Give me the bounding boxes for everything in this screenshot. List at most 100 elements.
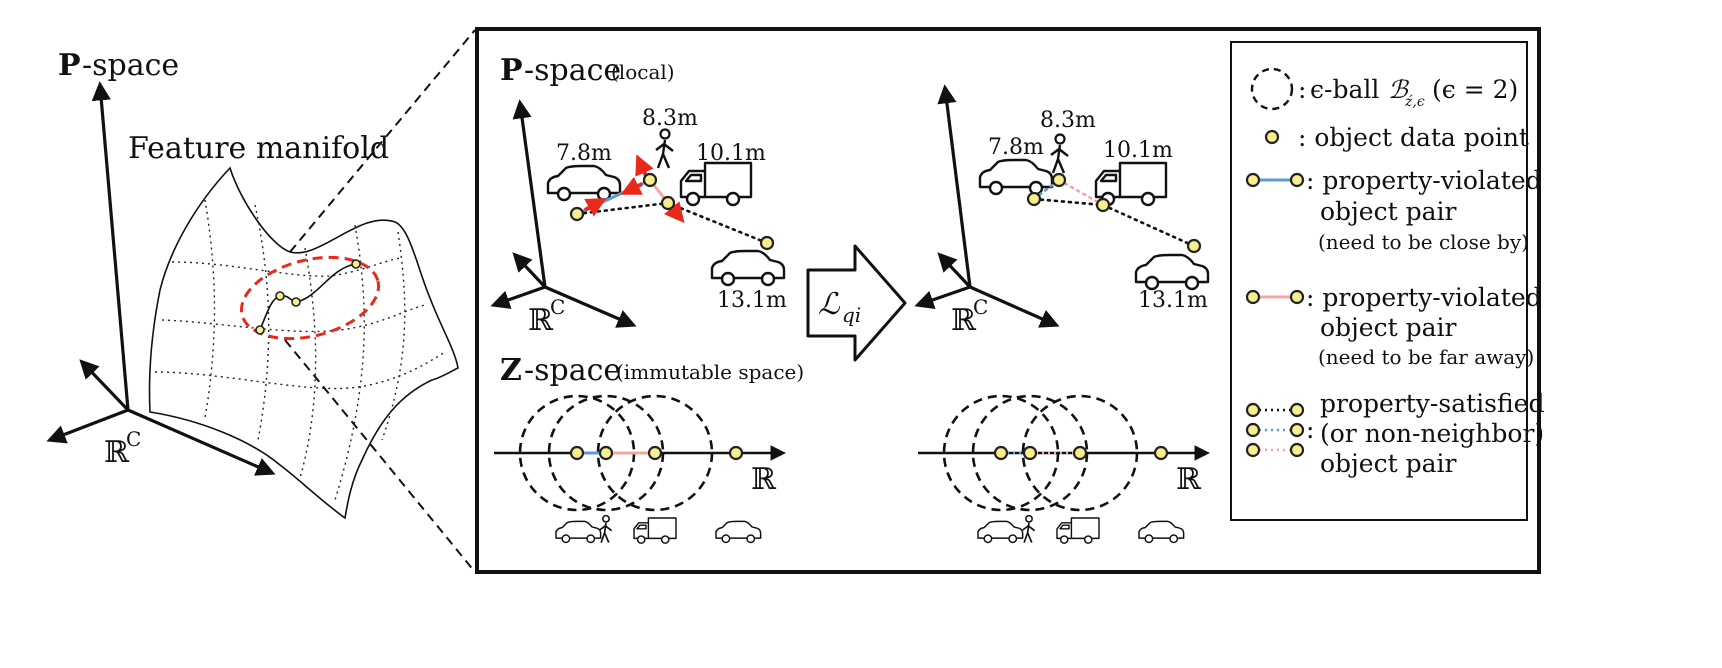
legend-far-line1: : property-violated <box>1306 283 1542 312</box>
feature-manifold-label: Feature manifold <box>128 131 389 166</box>
left-axis-left <box>46 408 129 444</box>
z-space-after: ℝ <box>918 394 1211 544</box>
p-after-rc-superscript: C <box>973 295 988 319</box>
legend-far-note: (need to be far away) <box>1318 345 1534 369</box>
left-p-space-suffix: -space <box>82 48 179 83</box>
legend-ball-text: ϵ-ball <box>1310 75 1379 104</box>
z-point-car-near-after <box>993 445 1009 461</box>
manifold-point-2 <box>275 291 285 301</box>
legend-close-line2: object pair <box>1320 197 1456 226</box>
p-local-title-suffix: -space <box>524 53 621 88</box>
legend-sat-line2: (or non-neighbor) <box>1320 419 1544 448</box>
pedestrian-distance-after: 8.3m <box>1040 108 1096 133</box>
manifold-grid <box>154 199 446 501</box>
legend-close-point-b <box>1289 172 1305 188</box>
big-arrow-shape <box>806 244 907 362</box>
point-truck-after <box>1095 197 1111 213</box>
legend: : ϵ-ball ℬ ź,ϵ (ϵ = 2) : object data poi… <box>1230 41 1544 521</box>
z-car-far-icon <box>715 520 762 544</box>
legend-close-line1: : property-violated <box>1306 166 1542 195</box>
z-car-near-icon <box>555 520 602 544</box>
truck-distance-after: 10.1m <box>1103 138 1173 163</box>
zoom-line-top <box>289 29 476 253</box>
point-car-near <box>569 206 585 222</box>
loss-subscript: qi <box>842 303 861 327</box>
legend-sat-black-a <box>1245 402 1261 418</box>
z-pedestrian-icon <box>598 514 613 544</box>
zoom-line-bottom <box>284 339 476 573</box>
car-near-icon-after <box>978 158 1054 196</box>
point-car-far <box>759 235 775 251</box>
satisfied-close-pair-line <box>1032 178 1061 201</box>
point-pedestrian-after <box>1051 172 1067 188</box>
manifold-point-3 <box>291 297 301 307</box>
pedestrian-distance: 8.3m <box>642 106 698 131</box>
legend-sat-line1: property-satisfied <box>1320 389 1544 418</box>
truck-distance: 10.1m <box>696 141 766 166</box>
p-local-axis-left <box>490 285 546 309</box>
legend-far-line2: object pair <box>1320 313 1456 342</box>
point-truck <box>660 195 676 211</box>
legend-close-point-a <box>1245 172 1261 188</box>
left-p-space-title: P <box>58 48 81 83</box>
legend-sat-pink-a <box>1245 442 1261 458</box>
legend-point-text: : object data point <box>1298 123 1529 152</box>
legend-sat-blue-a <box>1245 422 1261 438</box>
legend-sat-black-b <box>1289 402 1305 418</box>
manifold-point-1 <box>255 325 265 335</box>
p-local-axis-back <box>512 252 547 289</box>
car-far-icon <box>710 249 786 287</box>
left-axis-right <box>127 408 276 476</box>
p-local-rc-superscript: C <box>550 295 565 319</box>
legend-point-icon <box>1264 129 1280 145</box>
legend-frame <box>1230 41 1528 521</box>
legend-far-point-a <box>1245 289 1261 305</box>
z-pedestrian-icon-after <box>1021 514 1036 544</box>
p-space-local-before: P -space (local) ℝ C 7.8m 8.3m 10.1m 13.… <box>490 53 787 338</box>
left-axis-back <box>79 359 130 412</box>
point-car-far-after <box>1186 238 1202 254</box>
point-pedestrian <box>642 172 658 188</box>
pull-arrow-ped <box>620 176 643 195</box>
left-p-space-panel: P -space ℝ C Feature manifold <box>46 29 476 573</box>
legend-ball-math: ℬ <box>1388 75 1410 104</box>
legend-ball-subscript: ź,ϵ <box>1404 94 1425 110</box>
z-space-note: (immutable space) <box>616 360 804 384</box>
car-far-distance: 13.1m <box>717 288 787 313</box>
z-truck-icon-after <box>1056 517 1100 544</box>
zoom-box-frame <box>475 27 1541 574</box>
z-space-before: Z -space (immutable space) ℝ <box>494 353 804 544</box>
feature-manifold-surface <box>148 166 459 520</box>
z-point-truck <box>647 445 663 461</box>
car-far-distance-after: 13.1m <box>1138 288 1208 313</box>
truck-icon-after <box>1094 161 1168 207</box>
push-arrow-ped <box>635 154 654 177</box>
legend-ball-separator: : <box>1298 75 1306 104</box>
p-after-axis-back <box>937 252 972 289</box>
legend-sat-line3: object pair <box>1320 449 1456 478</box>
car-near-distance-after: 7.8m <box>988 135 1044 160</box>
legend-epsilon-ball-icon <box>1250 67 1294 111</box>
z-point-car-far-after <box>1153 445 1169 461</box>
z-r-label: ℝ <box>751 462 777 497</box>
z-space-title: Z <box>500 353 522 388</box>
point-car-near-after <box>1026 191 1042 207</box>
z-point-truck-after <box>1072 445 1088 461</box>
transform-arrow: ℒ qi <box>806 244 907 362</box>
z-car-far-icon-after <box>1138 520 1185 544</box>
loss-label: ℒ <box>818 287 841 322</box>
p-local-axis-right <box>544 285 637 328</box>
legend-sat-colon: : <box>1306 415 1314 444</box>
satisfied-pair-line-after-1 <box>1032 197 1105 207</box>
car-near-icon <box>546 164 622 202</box>
z-r-label-after: ℝ <box>1176 462 1202 497</box>
car-far-icon-after <box>1134 253 1210 291</box>
truck-icon <box>679 161 753 207</box>
p-after-axis-left <box>914 285 971 310</box>
pedestrian-icon-after <box>1049 133 1070 175</box>
legend-sat-pink-b <box>1289 442 1305 458</box>
legend-far-point-b <box>1289 289 1305 305</box>
p-space-local-after: ℝ C 7.8m 8.3m 10.1m 13.1m <box>914 84 1210 338</box>
legend-close-note: (need to be close by) <box>1318 230 1529 254</box>
